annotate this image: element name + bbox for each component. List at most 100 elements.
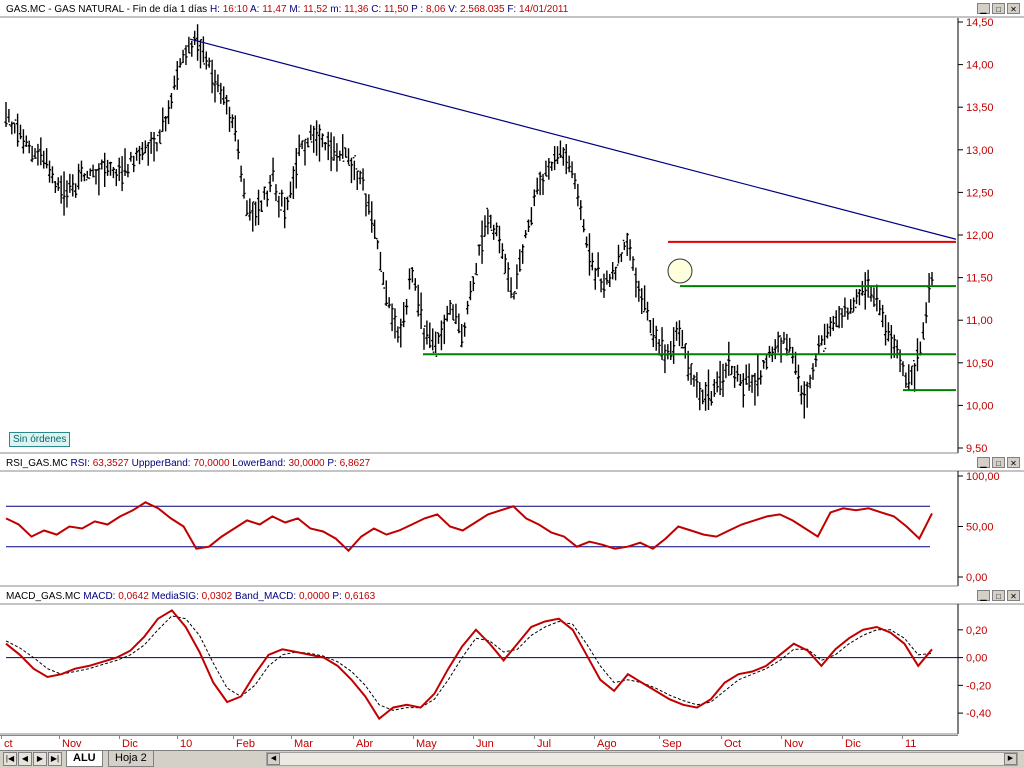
ohlc-bar: [317, 124, 322, 162]
first-sheet-button[interactable]: |◀: [3, 752, 17, 766]
ohlc-bar: [654, 325, 658, 351]
ohlc-bar: [750, 374, 754, 393]
ohlc-bar: [924, 302, 928, 324]
ohlc-bar: [164, 116, 168, 132]
scroll-left-arrow-icon[interactable]: ◀: [267, 753, 280, 765]
y-tick-label: 14,00: [966, 60, 994, 72]
tab-alu[interactable]: ALU: [66, 751, 103, 767]
ohlc-bar: [346, 148, 351, 167]
ohlc-bar: [45, 148, 49, 169]
ohlc-bar: [686, 350, 690, 381]
ohlc-bar: [419, 292, 423, 329]
ohlc-bar: [413, 278, 417, 291]
ohlc-bar: [808, 374, 812, 389]
ohlc-bar: [733, 366, 737, 388]
ohlc-bar: [53, 181, 57, 194]
macd-window-buttons: ▁ □ ✕: [977, 590, 1020, 601]
ohlc-bar: [645, 301, 650, 321]
ohlc-bar: [306, 137, 310, 148]
ohlc-bar: [265, 190, 269, 207]
ohlc-bar: [393, 308, 397, 339]
y-tick-label: 12,50: [966, 187, 994, 199]
y-tick-label: 10,00: [966, 400, 994, 412]
ohlc-bar: [428, 322, 432, 349]
ohlc-bar: [88, 168, 92, 179]
ohlc-bar: [140, 141, 145, 161]
minimize-button[interactable]: ▁: [977, 590, 990, 601]
ohlc-bar: [825, 323, 830, 339]
prev-sheet-button[interactable]: ◀: [18, 752, 32, 766]
ohlc-bar: [175, 60, 179, 90]
minimize-button[interactable]: ▁: [977, 457, 990, 468]
field-value: 0,0000: [298, 591, 330, 602]
maximize-button[interactable]: □: [992, 590, 1005, 601]
rsi-name: RSI_GAS.MC: [6, 458, 68, 469]
ohlc-bar: [735, 364, 740, 382]
ohlc-bar: [483, 215, 487, 238]
ohlc-bar: [146, 142, 150, 166]
month-tick: [721, 736, 722, 739]
ohlc-bar: [132, 155, 136, 173]
ohlc-bar: [323, 141, 327, 151]
price-chart[interactable]: 9,50 10,00 10,50 11,00 11,50 12,00 12,50 13,00 1…: [0, 0, 1024, 454]
minimize-button[interactable]: ▁: [977, 3, 990, 14]
ohlc-bar: [190, 40, 194, 57]
month-tick: [902, 736, 903, 739]
rsi-panel[interactable]: RSI_GAS.MC RSI: 63,3527 UppperBand: 70,0…: [0, 454, 1024, 587]
ohlc-bar: [399, 318, 403, 348]
last-sheet-button[interactable]: ▶|: [48, 752, 62, 766]
month-label: Dic: [122, 738, 138, 750]
ohlc-bar: [364, 193, 368, 217]
ohlc-bar: [460, 323, 464, 348]
rsi-chart[interactable]: 0,00 50,00 100,00: [0, 454, 1024, 587]
macd-chart[interactable]: -0,40 -0,20 0,00 0,20: [0, 587, 1024, 735]
ohlc-bar: [564, 143, 568, 175]
maximize-button[interactable]: □: [992, 3, 1005, 14]
price-panel[interactable]: GAS.MC - GAS NATURAL - Fin de día 1 días…: [0, 0, 1024, 454]
field-value: 30,0000: [288, 458, 325, 469]
ohlc-bar: [709, 390, 713, 406]
ohlc-bar: [76, 163, 81, 190]
ohlc-bar: [442, 314, 446, 345]
ohlc-bar: [494, 222, 499, 237]
ohlc-bar: [254, 201, 258, 226]
ohlc-bar: [672, 327, 676, 364]
ohlc-bar: [149, 131, 153, 154]
ohlc-bar: [674, 321, 679, 341]
ohlc-bar: [912, 360, 917, 392]
ohlc-bar: [547, 158, 551, 180]
ohlc-bar: [799, 385, 803, 405]
ohlc-bar: [582, 219, 586, 233]
ohlc-bar: [320, 133, 325, 148]
ohlc-bar: [744, 364, 748, 385]
ohlc-bar: [355, 168, 359, 190]
ohlc-bar: [79, 160, 84, 182]
month-tick: [291, 736, 292, 739]
field-label: LowerBand:: [232, 458, 286, 469]
ohlc-bar: [834, 310, 838, 328]
ohlc-bars: [4, 24, 934, 419]
ohlc-bar: [500, 243, 504, 259]
close-button[interactable]: ✕: [1007, 590, 1020, 601]
ohlc-bar: [4, 101, 8, 127]
scroll-right-arrow-icon[interactable]: ▶: [1004, 753, 1017, 765]
ohlc-bar: [738, 373, 743, 387]
ohlc-bar: [297, 134, 301, 157]
close-button[interactable]: ✕: [1007, 3, 1020, 14]
ohlc-bar: [390, 303, 394, 332]
ohlc-bar: [59, 175, 63, 204]
ohlc-bar: [814, 353, 818, 367]
tab-hoja-2[interactable]: Hoja 2: [108, 751, 154, 767]
field-label: F:: [507, 4, 517, 15]
ohlc-bar: [335, 143, 339, 172]
next-sheet-button[interactable]: ▶: [33, 752, 47, 766]
macd-panel[interactable]: MACD_GAS.MC MACD: 0,0642 MediaSIG: 0,030…: [0, 587, 1024, 735]
horizontal-scrollbar[interactable]: ◀ ▶: [266, 752, 1018, 766]
maximize-button[interactable]: □: [992, 457, 1005, 468]
ohlc-bar: [97, 163, 101, 196]
ohlc-bar: [831, 315, 835, 331]
trend-line: [189, 38, 957, 240]
ohlc-bar: [329, 132, 333, 172]
ohlc-bar: [788, 337, 792, 353]
close-button[interactable]: ✕: [1007, 457, 1020, 468]
